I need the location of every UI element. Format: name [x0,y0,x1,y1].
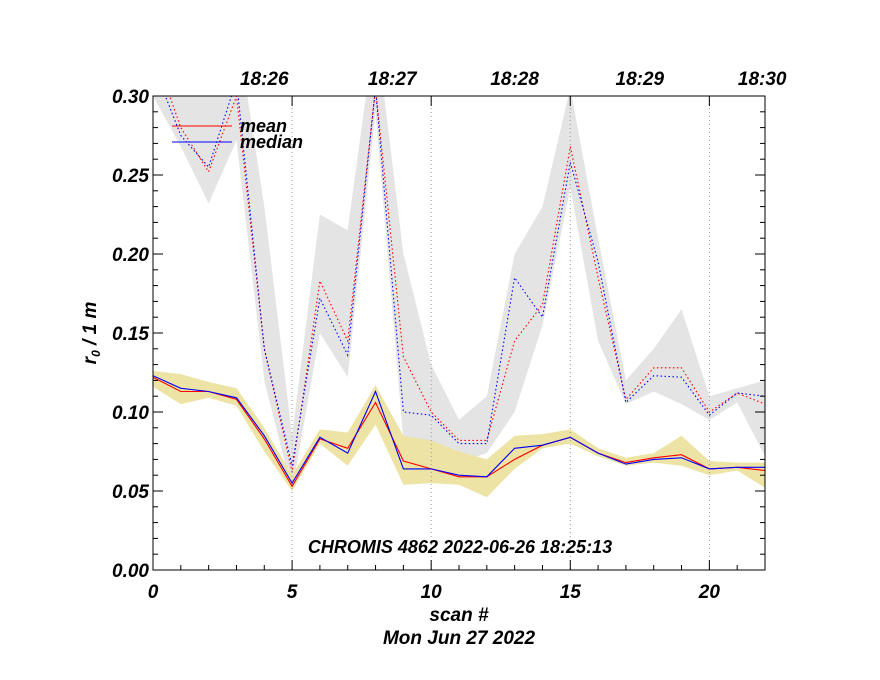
x-tick-label: 0 [148,582,159,603]
x-axis-date: Mon Jun 27 2022 [383,628,535,649]
chart-annotation: CHROMIS 4862 2022-06-26 18:25:13 [308,537,612,557]
y-axis-title: r0 / 1 m [80,302,103,365]
y-tick-label: 0.10 [112,403,149,424]
y-axis-title-r: r [80,355,101,364]
legend-median-label: median [240,132,303,152]
series-line-2 [153,376,765,488]
band-upper [153,96,765,491]
x-tick-label: 10 [421,582,443,603]
y-tick-label: 0.25 [112,166,149,187]
top-time-label: 18:26 [240,69,289,90]
spread-bands [153,96,765,498]
legend-mean-label: mean [240,116,287,136]
axis-ticks [152,95,766,571]
series-line-3 [153,375,765,485]
x-tick-label: 5 [287,582,298,603]
y-tick-label: 0.15 [112,324,149,345]
x-tick-label: 20 [698,582,721,603]
y-tick-label: 0.05 [112,482,149,503]
legend: mean median [172,116,303,152]
y-tick-label: 0.00 [112,561,149,582]
series-lines [153,96,765,488]
y-axis-title-rest: / 1 m [80,302,101,351]
x-tick-label: 15 [560,582,582,603]
band-lower [153,370,765,498]
tick-labels: 0 5 10 15 20 0.00 0.05 0.10 0.15 0.20 0.25 0.30 18:2… [112,69,787,603]
top-time-label: 18:27 [368,69,418,90]
y-tick-label: 0.30 [112,87,149,108]
vertical-gridlines [291,96,710,570]
y-axis-title-subscript: 0 [89,350,103,357]
top-time-label: 18:29 [616,69,665,90]
x-axis-title: scan # [429,605,489,626]
top-time-label: 18:30 [738,69,787,90]
top-time-label: 18:28 [490,69,539,90]
y-tick-label: 0.20 [112,245,149,266]
